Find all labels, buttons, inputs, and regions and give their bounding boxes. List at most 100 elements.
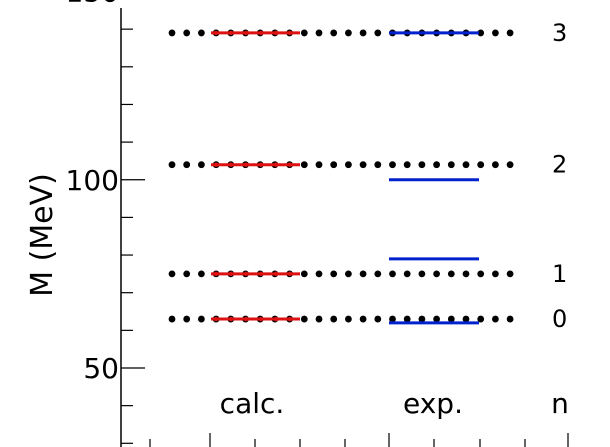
level-dot (330, 161, 338, 169)
calc-level-dot (228, 316, 234, 322)
level-dot (183, 315, 191, 323)
level-dot (168, 29, 176, 37)
calc-level-dot (287, 30, 293, 36)
y-tick-label: 100 (66, 164, 119, 197)
level-dot (374, 29, 382, 37)
level-dot (418, 270, 426, 278)
level-dot (300, 29, 308, 37)
calc-level-dot (228, 30, 234, 36)
level-dot (300, 315, 308, 323)
level-dot (300, 270, 308, 278)
level-labels: 012345 (552, 19, 567, 333)
level-dot (345, 29, 352, 37)
level-dot (315, 270, 323, 278)
calc-level-dot (258, 162, 264, 167)
calc-level-dot (273, 316, 279, 322)
column-label: exp. (403, 387, 463, 420)
level-dot (168, 270, 176, 278)
column-label: n (551, 387, 569, 420)
level-dot (389, 161, 396, 169)
calc-level-dot (287, 316, 293, 322)
level-dot (433, 270, 440, 278)
level-dot (330, 270, 338, 278)
level-dot (183, 161, 191, 169)
level-dot (315, 29, 323, 37)
level-dot (462, 270, 470, 278)
calc-levels (211, 30, 300, 322)
level-dot (447, 161, 455, 169)
level-dot (315, 161, 323, 169)
level-dot (403, 270, 411, 278)
level-dot (198, 315, 205, 323)
calc-level-dot (243, 30, 249, 36)
level-dot (462, 161, 470, 169)
level-dot (447, 315, 455, 323)
level-dot (359, 270, 367, 278)
level-dot (168, 161, 176, 169)
level-dot (433, 161, 440, 169)
level-dot (389, 270, 396, 278)
y-tick-label: 150 (66, 0, 119, 9)
level-dot (403, 315, 411, 323)
level-label-n2: 2 (552, 151, 567, 179)
level-dot (198, 270, 205, 278)
calc-level-dot (258, 271, 264, 277)
y-tick-label: 50 (83, 352, 119, 385)
tick-labels: 50100150200 (66, 0, 119, 385)
calc-level-dot (273, 162, 279, 167)
exp-levels (389, 31, 479, 325)
level-dot (330, 29, 338, 37)
axes (120, 8, 569, 447)
level-dot (492, 161, 499, 169)
level-dot (345, 270, 352, 278)
level-dot (183, 270, 191, 278)
level-dot (492, 270, 499, 278)
level-dot (477, 315, 485, 323)
level-label-n1: 1 (552, 260, 567, 288)
calc-level-dot (243, 162, 249, 167)
level-dot (477, 161, 485, 169)
calc-level-dot (258, 30, 264, 36)
dotted-level-2 (168, 161, 514, 169)
dotted-level-3 (168, 29, 514, 37)
calc-level-dot (273, 271, 279, 277)
level-dot (389, 315, 396, 323)
level-dot (506, 270, 514, 278)
level-label-n0: 0 (552, 305, 567, 333)
calc-level-dot (258, 316, 264, 322)
column-labels: calc. exp. n (220, 387, 569, 420)
labels: M (MeV) (25, 173, 60, 297)
calc-level-dot (243, 316, 249, 322)
calc-level-dot (228, 271, 234, 277)
level-dot (418, 315, 426, 323)
level-dot (477, 270, 485, 278)
calc-level-dot (287, 271, 293, 277)
level-dot (374, 161, 382, 169)
level-dot (359, 161, 367, 169)
level-dot (418, 161, 426, 169)
level-dot (198, 161, 205, 169)
level-dot (477, 29, 485, 37)
level-dot (403, 161, 411, 169)
calc-level-dot (213, 162, 219, 167)
level-dot (506, 29, 514, 37)
calc-level-dot (243, 271, 249, 277)
level-dot (359, 29, 367, 37)
level-dot (374, 315, 382, 323)
level-dot (506, 315, 514, 323)
level-dot (300, 161, 308, 169)
level-dot (492, 315, 499, 323)
level-dot (462, 315, 470, 323)
level-dot (315, 315, 323, 323)
calc-level-dot (213, 316, 219, 322)
level-dot (506, 161, 514, 169)
calc-level-dot (213, 271, 219, 277)
level-dot (374, 270, 382, 278)
column-label: calc. (220, 387, 285, 420)
level-dot (345, 161, 352, 169)
level-dot (183, 29, 191, 37)
level-dot (359, 315, 367, 323)
calc-level-dot (213, 30, 219, 36)
level-dot (345, 315, 352, 323)
